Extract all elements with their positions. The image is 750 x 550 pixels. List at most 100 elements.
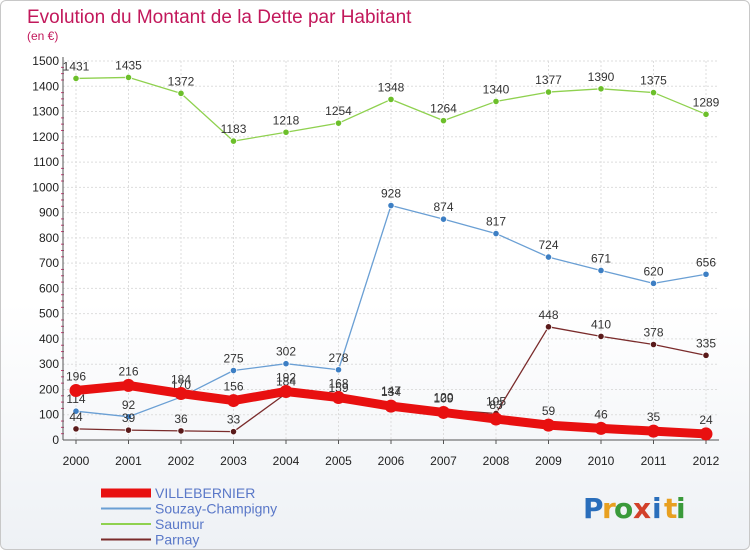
x-tick-label: 2004 bbox=[273, 454, 300, 468]
data-label: 620 bbox=[643, 264, 663, 278]
data-label: 275 bbox=[223, 352, 243, 366]
series-saumur: 1431 1435 1372 1183 1218 1254 1348 1264 1340 1377… bbox=[63, 58, 720, 145]
logo-letter: i bbox=[652, 492, 662, 525]
data-point bbox=[699, 427, 713, 441]
data-label: 196 bbox=[66, 369, 86, 383]
proxiti-logo: Pro x i ti bbox=[583, 492, 686, 525]
logo-letter: x bbox=[633, 492, 651, 525]
data-label: 1375 bbox=[640, 74, 667, 88]
data-label: 134 bbox=[381, 385, 401, 399]
x-tick-label: 2003 bbox=[220, 454, 247, 468]
data-point bbox=[72, 74, 80, 83]
data-label: 1340 bbox=[483, 82, 510, 96]
data-point bbox=[387, 201, 395, 210]
data-label: 928 bbox=[381, 187, 401, 201]
logo-letter: P bbox=[583, 492, 604, 525]
data-point bbox=[282, 128, 290, 136]
data-label: 1390 bbox=[588, 70, 615, 84]
data-label: 410 bbox=[591, 317, 611, 331]
legend-label-villebernier: VILLEBERNIER bbox=[155, 485, 255, 501]
data-point bbox=[649, 279, 658, 287]
y-tick-label: 0 bbox=[52, 433, 59, 447]
data-label: 1348 bbox=[378, 80, 405, 94]
logo-letter: r bbox=[602, 492, 616, 525]
data-label: 35 bbox=[647, 410, 661, 424]
data-point bbox=[332, 391, 345, 405]
x-tick-label: 2009 bbox=[535, 454, 562, 468]
data-label: 39 bbox=[122, 411, 136, 425]
data-point bbox=[702, 270, 710, 278]
data-label: 1431 bbox=[63, 59, 90, 73]
data-label: 105 bbox=[486, 394, 506, 408]
data-point bbox=[282, 360, 290, 368]
data-point bbox=[649, 340, 658, 349]
data-point bbox=[544, 88, 553, 96]
y-tick-label: 500 bbox=[39, 307, 59, 321]
x-tick-label: 2010 bbox=[588, 454, 615, 468]
data-point bbox=[702, 351, 710, 359]
y-tick-label: 900 bbox=[39, 206, 59, 220]
data-point bbox=[439, 215, 448, 223]
data-label: 724 bbox=[538, 238, 558, 252]
logo-letter: o bbox=[614, 492, 633, 525]
y-tick-label: 300 bbox=[39, 357, 59, 371]
data-point bbox=[177, 89, 185, 97]
data-label: 278 bbox=[328, 351, 348, 365]
grid-lines bbox=[63, 60, 719, 441]
logo-letter: t bbox=[664, 492, 677, 525]
x-tick-label: 2008 bbox=[483, 454, 510, 468]
data-point bbox=[647, 424, 660, 438]
data-point bbox=[597, 266, 605, 275]
data-point bbox=[437, 405, 450, 419]
data-point bbox=[387, 95, 395, 104]
data-label: 33 bbox=[227, 413, 241, 427]
data-point bbox=[492, 229, 500, 238]
data-label: 1183 bbox=[221, 122, 247, 136]
data-point bbox=[174, 387, 188, 401]
data-point bbox=[229, 428, 238, 436]
data-label: 114 bbox=[66, 392, 85, 406]
data-label: 92 bbox=[122, 398, 136, 412]
y-tick-label: 1400 bbox=[32, 79, 59, 93]
axes: 0 100 200 300 400 500 600 700 800 900 1000 1100 1200… bbox=[32, 54, 719, 468]
data-label: 44 bbox=[69, 410, 83, 424]
series-group: 1431 1435 1372 1183 1218 1254 1348 1264 1340 1377… bbox=[63, 58, 720, 441]
data-label: 378 bbox=[643, 325, 663, 339]
data-label: 24 bbox=[699, 413, 713, 427]
data-label: 46 bbox=[594, 407, 608, 421]
data-point bbox=[489, 412, 503, 426]
y-tick-label: 1100 bbox=[33, 155, 59, 169]
data-point bbox=[334, 366, 343, 374]
data-point bbox=[229, 137, 238, 145]
x-tick-label: 2011 bbox=[641, 454, 667, 468]
data-point bbox=[122, 378, 135, 392]
data-label: 156 bbox=[223, 380, 243, 394]
data-label: 109 bbox=[433, 391, 453, 405]
data-point bbox=[72, 425, 80, 433]
y-tick-label: 1500 bbox=[32, 54, 59, 68]
data-label: 120 bbox=[433, 391, 453, 405]
y-tick-label: 1200 bbox=[32, 130, 59, 144]
legend-label-saumur: Saumur bbox=[155, 516, 204, 532]
data-label: 656 bbox=[696, 255, 716, 269]
logo-letter: i bbox=[676, 492, 686, 525]
x-tick-label: 2002 bbox=[168, 454, 195, 468]
data-label: 59 bbox=[542, 404, 556, 418]
data-label: 216 bbox=[118, 364, 138, 378]
legend-label-souzay-champigny: Souzay-Champigny bbox=[155, 501, 277, 517]
data-label: 1289 bbox=[693, 95, 720, 109]
data-label: 159 bbox=[328, 381, 348, 395]
x-tick-label: 2012 bbox=[693, 454, 720, 468]
data-label: 874 bbox=[433, 200, 453, 214]
data-label: 147 bbox=[381, 384, 401, 398]
data-label: 335 bbox=[696, 336, 716, 350]
data-point bbox=[649, 88, 658, 97]
data-label: 1435 bbox=[115, 58, 142, 72]
chart-subtitle: (en €) bbox=[27, 29, 58, 43]
x-tick-label: 2001 bbox=[115, 454, 142, 468]
data-point bbox=[542, 418, 555, 432]
x-tick-label: 2005 bbox=[325, 454, 352, 468]
data-label: 1372 bbox=[168, 74, 195, 88]
